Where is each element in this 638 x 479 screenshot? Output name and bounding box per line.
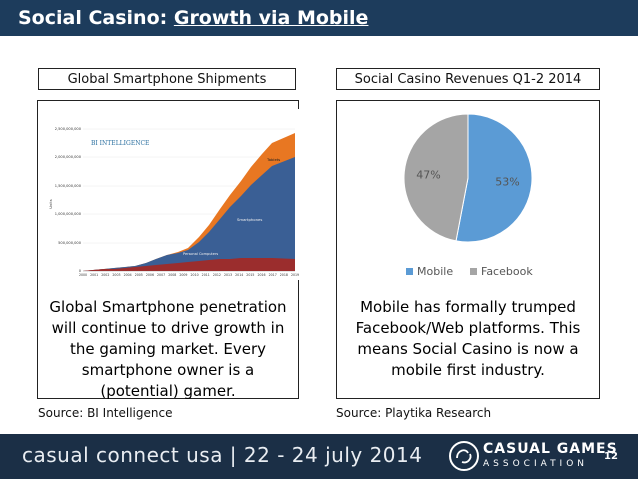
left-source: Source: BI Intelligence	[38, 406, 173, 420]
bi-intelligence-logo: BI INTELLIGENCE	[91, 140, 149, 147]
x-tick: 2002	[101, 273, 109, 277]
x-tick: 2001	[90, 273, 98, 277]
x-tick: 2000	[79, 273, 87, 277]
x-tick: 2019	[291, 273, 299, 277]
footer: casual connect usa | 22 - 24 july 2014 C…	[0, 434, 638, 479]
title-link[interactable]: Growth via Mobile	[173, 7, 369, 29]
legend-item-mobile: Mobile	[406, 265, 453, 278]
y-tick: 500,000,000	[58, 241, 82, 245]
x-tick: 2007	[157, 273, 165, 277]
y-tick: 1,500,000,000	[55, 184, 82, 188]
x-tick: 2014	[235, 273, 243, 277]
cga-logo-icon	[449, 441, 479, 471]
x-tick: 2018	[280, 273, 288, 277]
legend-label-facebook: Facebook	[481, 265, 533, 278]
title-bar: Social Casino: Growth via Mobile	[0, 0, 638, 36]
legend-swatch-facebook	[470, 268, 477, 275]
right-caption: Mobile has formally trumped Facebook/Web…	[355, 298, 581, 379]
y-tick: 2,500,000,000	[55, 127, 82, 131]
x-tick: 2009	[179, 273, 187, 277]
x-tick: 2013	[224, 273, 232, 277]
x-tick: 2015	[246, 273, 254, 277]
x-tick: 2011	[202, 273, 210, 277]
x-tick: 2017	[269, 273, 277, 277]
left-caption: Global Smartphone penetration will conti…	[49, 298, 287, 400]
pie-data-label: 47%	[416, 168, 440, 181]
footer-org-line1: CASUAL GAMES	[483, 441, 618, 457]
pie-data-label: 53%	[495, 176, 519, 189]
x-tick: 2012	[213, 273, 221, 277]
x-tick: 2004	[124, 273, 132, 277]
x-tick: 2010	[191, 273, 199, 277]
x-tick: 2008	[168, 273, 176, 277]
smartphone-shipments-chart: 2,500,000,000 2,000,000,000 1,500,000,00…	[43, 109, 299, 280]
pc-area	[83, 258, 295, 271]
right-source: Source: Playtika Research	[336, 406, 492, 420]
page-title: Social Casino: Growth via Mobile	[18, 7, 368, 29]
footer-org-line2: ASSOCIATION	[483, 459, 589, 469]
legend-swatch-mobile	[406, 268, 413, 275]
left-panel-label: Global Smartphone Shipments	[38, 68, 296, 90]
footer-event: casual connect usa | 22 - 24 july 2014	[22, 443, 423, 467]
x-tick: 2016	[257, 273, 265, 277]
y-tick: 2,000,000,000	[55, 155, 82, 159]
area-label-pc: Personal Computers	[183, 252, 218, 256]
x-tick: 2003	[112, 273, 120, 277]
y-tick: 0	[79, 269, 82, 273]
page-number: 12	[604, 451, 618, 462]
x-tick: 2005	[135, 273, 143, 277]
right-panel-label: Social Casino Revenues Q1-2 2014	[336, 68, 600, 90]
legend-label-mobile: Mobile	[417, 265, 454, 278]
area-label-smartphones: Smartphones	[237, 217, 262, 222]
x-tick: 2006	[146, 273, 154, 277]
pie-slice-facebook	[403, 113, 469, 242]
smartphones-area	[83, 157, 295, 271]
y-axis-title: Units	[49, 199, 53, 208]
revenue-pie-chart: 53% 47%	[403, 113, 533, 243]
legend-item-facebook: Facebook	[470, 265, 533, 278]
y-tick: 1,000,000,000	[55, 212, 82, 216]
area-label-tablets: Tablets	[266, 157, 280, 162]
title-prefix: Social Casino:	[18, 7, 174, 29]
pie-slice-mobile	[455, 113, 533, 243]
